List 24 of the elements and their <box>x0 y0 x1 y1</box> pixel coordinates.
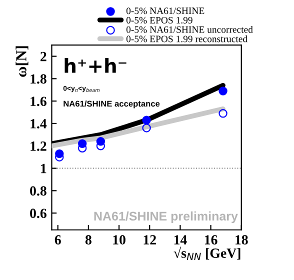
y-tick-label: 0.8 <box>30 186 46 196</box>
x-tick-label: 12 <box>144 235 156 244</box>
y-tick-label: 1.4 <box>30 119 47 128</box>
x-tick-label: 18 <box>236 235 248 245</box>
legend-label: 0-5% EPOS 1.99 reconstructed <box>126 35 248 42</box>
annotation: h⁺+h⁻ <box>64 58 126 73</box>
x-tick-label: 14 <box>174 235 187 244</box>
annotation: NA61/SHINE preliminary <box>94 211 238 224</box>
x-tick-label: 16 <box>204 235 218 245</box>
x-tick-label: 6 <box>54 235 61 245</box>
legend-label: 0-5% NA61/SHINE uncorrected <box>126 26 253 33</box>
y-tick-label: 1.2 <box>30 142 46 151</box>
y-axis-title: ω[N] <box>16 46 28 77</box>
y-tick-label: 1.6 <box>30 96 46 106</box>
x-axis-title: √s$_{NN}$ [GeV] <box>174 246 240 260</box>
y-tick-label: 1 <box>41 164 46 174</box>
x-tick-label: 8 <box>85 235 92 245</box>
legend-label: 0-5% EPOS 1.99 <box>126 16 192 24</box>
y-tick-label: 2 <box>40 52 46 62</box>
y-tick-label: 0.6 <box>30 208 46 218</box>
annotation: NA61/SHINE acceptance <box>64 100 160 108</box>
y-tick-label: 1.8 <box>30 74 46 84</box>
x-tick-label: 10 <box>113 235 126 245</box>
legend-label: 0-5% NA61/SHINE <box>126 8 204 14</box>
